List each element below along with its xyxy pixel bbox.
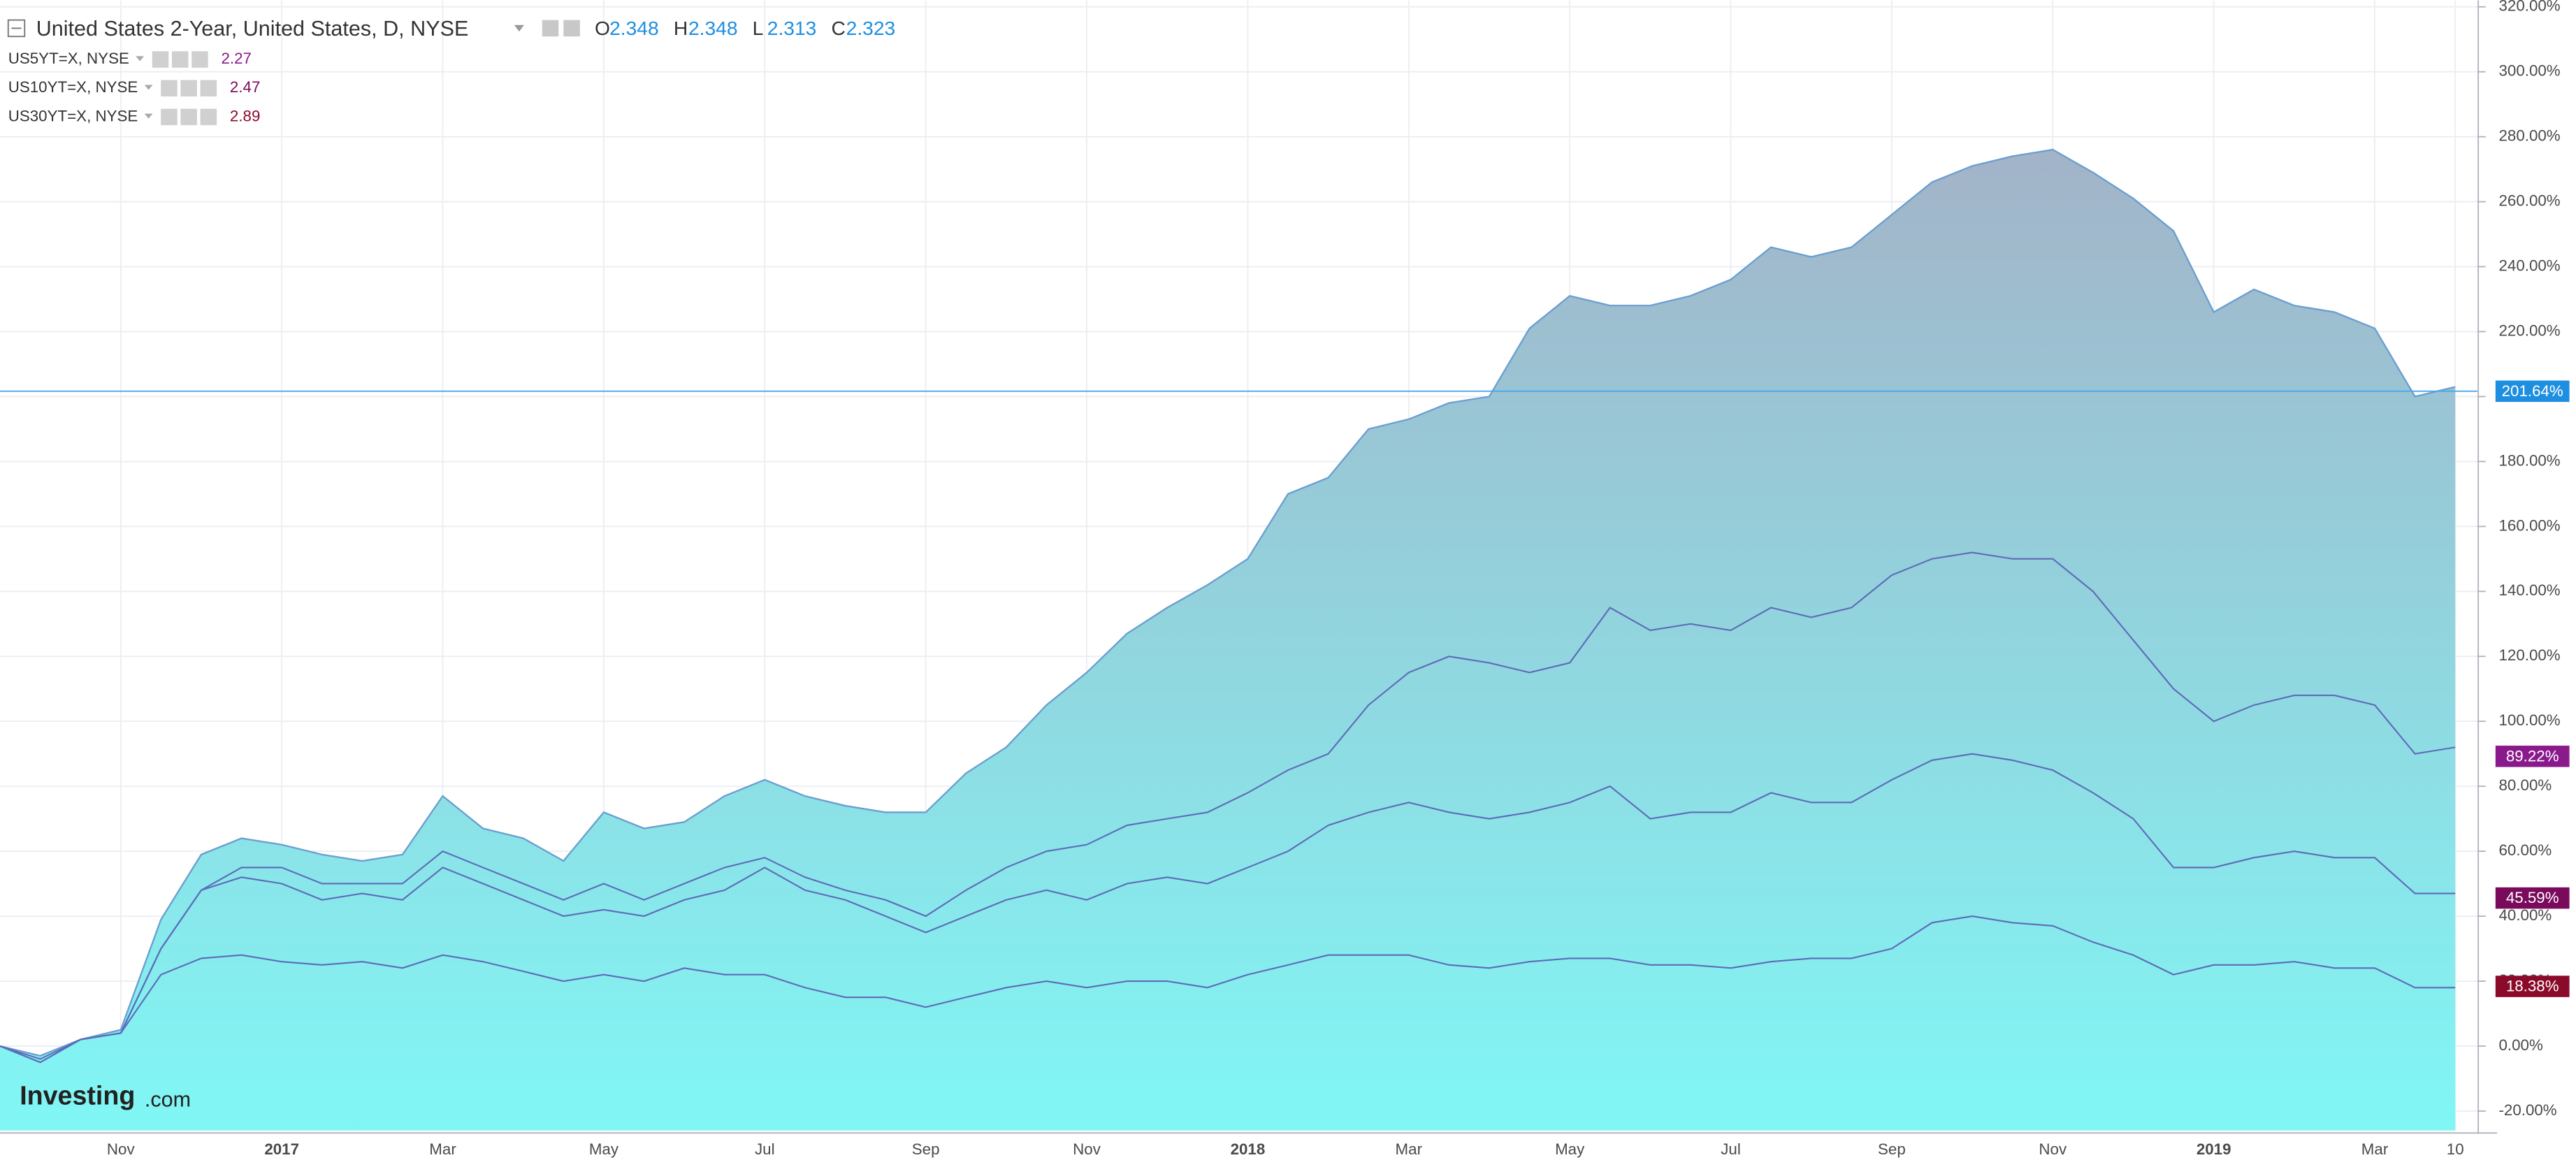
series-control-icon[interactable]: [171, 51, 189, 68]
dropdown-icon: [144, 85, 153, 90]
y-tick-label: 260.00%: [2499, 192, 2561, 210]
y-tick-label: 220.00%: [2499, 321, 2561, 339]
series-control-icon[interactable]: [200, 108, 217, 126]
series-control-icon[interactable]: [180, 80, 197, 96]
ohlc-value: 2.348: [609, 17, 659, 39]
ohlc-value: 2.348: [688, 17, 738, 39]
x-tick-label: 2018: [1231, 1140, 1266, 1158]
last-value-badge: [2495, 976, 2570, 997]
legend: United States 2-Year, United States, D, …: [7, 17, 896, 126]
legend-value: 2.89: [230, 107, 260, 124]
x-tick-label: Nov: [2039, 1140, 2067, 1158]
legend-name: US30YT=X, NYSE: [8, 107, 138, 124]
series-control-icon[interactable]: [191, 51, 208, 68]
series-control-icon[interactable]: [161, 108, 178, 126]
x-tick-label: Nov: [107, 1140, 136, 1158]
area-line: [0, 148, 2456, 1057]
watermark-brand: Investing: [20, 1081, 135, 1110]
last-value-badge: [2495, 887, 2570, 909]
watermark-suffix: .com: [145, 1088, 191, 1112]
watermark: Investing .com: [20, 1081, 191, 1112]
dropdown-icon: [136, 56, 145, 61]
x-tick-label: May: [589, 1140, 619, 1158]
y-tick-label: 240.00%: [2499, 256, 2561, 274]
legend-value: 2.27: [222, 50, 252, 67]
ohlc-value: 2.323: [846, 17, 896, 39]
settings-icon[interactable]: [542, 20, 559, 37]
legend-name: US5YT=X, NYSE: [8, 50, 129, 67]
ohlc-key: L: [753, 17, 764, 39]
last-value-label: 201.64%: [2502, 382, 2563, 400]
y-tick-label: 320.00%: [2499, 0, 2561, 15]
x-tick-label: Mar: [1396, 1140, 1423, 1158]
area: [0, 150, 2456, 1131]
y-tick-label: 160.00%: [2499, 516, 2561, 534]
last-value-label: 18.38%: [2506, 978, 2559, 995]
x-tick-label: Jul: [1721, 1140, 1741, 1158]
x-tick-label: May: [1555, 1140, 1585, 1158]
x-tick-label: Nov: [1073, 1140, 1101, 1158]
last-value-badge: [2495, 746, 2570, 767]
dropdown-icon[interactable]: [514, 24, 524, 32]
x-tick-label: Jul: [755, 1140, 775, 1158]
legend-value: 2.47: [230, 78, 260, 96]
ohlc-key: C: [831, 17, 845, 39]
dropdown-icon: [144, 113, 153, 119]
collapse-button[interactable]: [7, 19, 26, 38]
y-tick-label: 180.00%: [2499, 451, 2561, 469]
y-tick-label: 140.00%: [2499, 581, 2561, 599]
series-line: [0, 915, 2456, 1064]
y-tick-label: 0.00%: [2499, 1036, 2543, 1054]
y-tick-label: 280.00%: [2499, 127, 2561, 145]
x-tick-label: 2019: [2197, 1140, 2231, 1158]
x-tick-label: Mar: [429, 1140, 456, 1158]
y-tick-label: 100.00%: [2499, 711, 2561, 729]
series-line: [0, 753, 2456, 1064]
series-line: [0, 551, 2456, 1060]
y-tick-label: 300.00%: [2499, 62, 2561, 80]
x-tick-label: Sep: [912, 1140, 940, 1158]
y-tick-label: 40.00%: [2499, 906, 2552, 924]
last-value-badge: [2495, 380, 2570, 403]
x-tick-label: Sep: [1878, 1140, 1906, 1158]
settings-icon[interactable]: [563, 20, 580, 37]
ohlc-value: 2.313: [767, 17, 817, 39]
main-title: United States 2-Year, United States, D, …: [36, 17, 469, 41]
y-tick-label: 120.00%: [2499, 646, 2561, 664]
y-tick-label: 80.00%: [2499, 776, 2552, 794]
ohlc-key: O: [595, 17, 610, 39]
x-tick-label: Mar: [2361, 1140, 2389, 1158]
series-control-icon[interactable]: [200, 80, 217, 96]
series-control-icon[interactable]: [152, 51, 169, 68]
legend-name: US10YT=X, NYSE: [8, 78, 138, 96]
last-value-label: 45.59%: [2506, 889, 2559, 906]
y-tick-label: 60.00%: [2499, 841, 2552, 859]
series-control-icon[interactable]: [161, 80, 178, 96]
y-tick-label: -20.00%: [2499, 1101, 2557, 1119]
x-tick-label: 2017: [264, 1140, 299, 1158]
series-control-icon[interactable]: [180, 108, 197, 126]
ohlc-key: H: [674, 17, 688, 39]
x-tick-label: 10: [2447, 1140, 2464, 1158]
last-value-label: 89.22%: [2506, 747, 2559, 764]
